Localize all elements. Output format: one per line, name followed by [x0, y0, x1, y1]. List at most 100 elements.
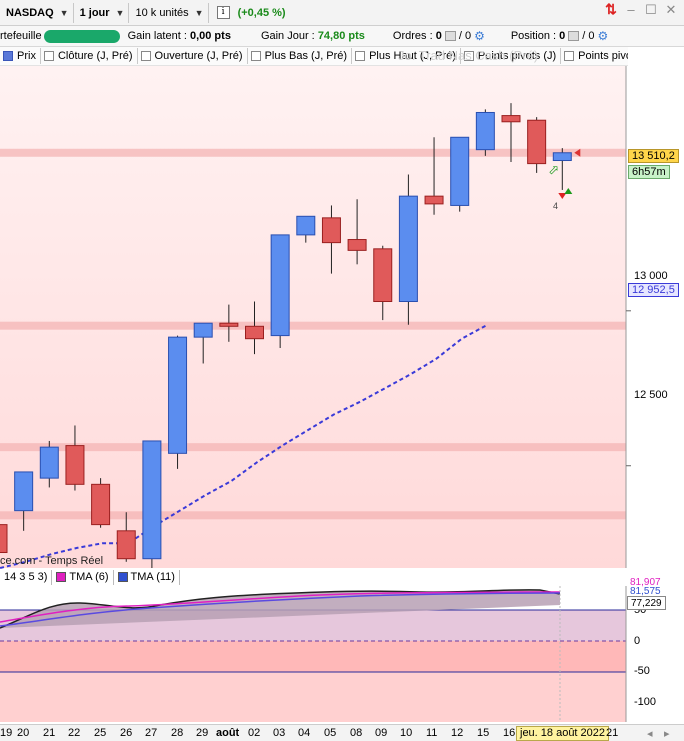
- checkbox-icon[interactable]: [250, 51, 261, 61]
- orders-list-icon[interactable]: [444, 31, 456, 41]
- checkbox-icon[interactable]: [140, 51, 151, 61]
- up-signal-icon: [564, 188, 573, 194]
- checkbox-icon[interactable]: [3, 51, 13, 61]
- candle-up[interactable]: [39, 440, 59, 488]
- gear-icon[interactable]: ⚙: [597, 29, 609, 43]
- candle-down[interactable]: [245, 301, 264, 355]
- candle-down[interactable]: [347, 199, 367, 265]
- candle-down[interactable]: [116, 512, 136, 562]
- instrument-label: NASDAQ: [6, 6, 54, 19]
- scroll-left-icon[interactable]: ◂: [647, 728, 653, 740]
- date-label: 26: [120, 727, 133, 739]
- legend-label: Prix: [17, 50, 36, 62]
- minimize-icon[interactable]: –: [627, 2, 635, 17]
- crosshair-date-tag: jeu. 18 août 2022: [516, 726, 610, 741]
- candle-body: [142, 440, 162, 560]
- portfolio-name-mask[interactable]: [43, 29, 120, 43]
- checkbox-icon[interactable]: [564, 51, 575, 61]
- candle-down[interactable]: [0, 522, 8, 559]
- candle-down[interactable]: [321, 205, 341, 274]
- candle-body: [39, 446, 59, 479]
- legend-label: Plus Haut (J, Pré): [369, 50, 456, 62]
- period-label: 1 jour: [79, 6, 110, 19]
- candle-down[interactable]: [65, 425, 85, 491]
- gear-icon[interactable]: ⚙: [474, 29, 485, 43]
- candle-down[interactable]: [424, 137, 444, 215]
- close-icon[interactable]: ✕: [665, 2, 677, 17]
- osc-legend-label: TMA (6): [69, 571, 109, 583]
- osc-lower-zone: [0, 641, 626, 672]
- legend-item-cloture[interactable]: Clôture (J, Pré): [41, 48, 138, 64]
- date-axis[interactable]: 19 20 21 22 25 26 27 28 29 août 02 03 04…: [0, 724, 684, 741]
- scroll-right-icon[interactable]: ▸: [664, 728, 670, 740]
- candle-down[interactable]: [373, 245, 393, 321]
- candle-up[interactable]: [168, 335, 188, 469]
- candle-up[interactable]: [450, 136, 470, 212]
- position-list-icon[interactable]: [568, 31, 580, 41]
- tma-line: [0, 323, 488, 569]
- legend-item-pivots-j[interactable]: Points pivots (J): [461, 48, 562, 64]
- candle-up[interactable]: [270, 234, 290, 348]
- osc-fill-area: [0, 589, 560, 628]
- candle-down[interactable]: [527, 117, 547, 173]
- legend-label: Points pivots (S: [578, 50, 628, 62]
- candle-down[interactable]: [219, 304, 239, 342]
- candle-up[interactable]: [142, 440, 162, 568]
- candle-up[interactable]: [14, 471, 34, 531]
- checkbox-icon[interactable]: [355, 51, 366, 61]
- date-label: 21: [606, 727, 619, 739]
- level-band: [0, 148, 626, 157]
- daily-change: (+0,45 %): [237, 6, 286, 19]
- ma-value-tag: 12 952,5: [628, 283, 679, 297]
- osc-tick-label: -50: [634, 665, 650, 677]
- date-label: 21: [43, 727, 56, 739]
- position-label: Position :: [510, 30, 557, 42]
- osc-bottom-zone: [0, 672, 626, 722]
- gain-jour-label: Gain Jour :: [260, 30, 315, 42]
- candle-up[interactable]: [475, 109, 495, 156]
- legend-label: Ouverture (J, Pré): [154, 50, 243, 62]
- price-tick-label: 12 500: [634, 389, 668, 401]
- date-label: 03: [273, 727, 286, 739]
- date-label: 20: [17, 727, 30, 739]
- candle-down[interactable]: [501, 103, 521, 163]
- legend-item-plus-haut[interactable]: Plus Haut (J, Pré): [352, 48, 461, 64]
- period-dropdown[interactable]: 1 jour ▼: [74, 2, 130, 23]
- position-slash: / 0: [582, 30, 595, 42]
- osc-legend-item[interactable]: TMA (11): [114, 569, 180, 585]
- legend-item-prix[interactable]: Prix: [0, 48, 41, 64]
- legend-label: Clôture (J, Pré): [57, 50, 133, 62]
- date-label: 15: [477, 727, 490, 739]
- checkbox-icon[interactable]: [463, 51, 474, 61]
- gain-latent-value: 0,00 pts: [189, 30, 231, 42]
- legend-item-pivots-s[interactable]: Points pivots (S: [561, 48, 628, 64]
- date-label: 09: [375, 727, 388, 739]
- checkbox-icon[interactable]: [43, 51, 54, 61]
- tma11-swatch-icon: [117, 572, 128, 582]
- level-band: [0, 511, 626, 520]
- chart-flip-icon[interactable]: ⇅: [605, 1, 617, 17]
- last-price-tag: 13 510,2: [628, 149, 679, 163]
- candle-body: [501, 115, 521, 123]
- maximize-icon[interactable]: ☐: [645, 2, 657, 17]
- osc-legend-item[interactable]: 14 3 5 3): [0, 569, 53, 585]
- portfolio-label: rtefeuille: [0, 30, 42, 42]
- ordres-value: 0: [435, 30, 442, 42]
- osc-legend-item[interactable]: TMA (6): [52, 569, 114, 585]
- candle-up[interactable]: [296, 215, 316, 243]
- date-label: 11: [426, 727, 438, 739]
- info-icon[interactable]: i: [216, 6, 230, 19]
- candle-up[interactable]: [193, 322, 213, 364]
- candle-up[interactable]: [398, 174, 418, 325]
- candle-down[interactable]: [91, 478, 111, 528]
- candle-up[interactable]: [552, 148, 572, 190]
- legend-item-plus-bas[interactable]: Plus Bas (J, Pré): [248, 48, 353, 64]
- ordres-label: Ordres :: [392, 30, 433, 42]
- candle-body: [0, 524, 8, 554]
- date-label: 27: [145, 727, 158, 739]
- candle-body: [270, 234, 290, 337]
- legend-item-ouverture[interactable]: Ouverture (J, Pré): [138, 48, 248, 64]
- units-dropdown[interactable]: 10 k unités ▼: [129, 2, 209, 23]
- instrument-dropdown[interactable]: NASDAQ ▼: [0, 2, 74, 23]
